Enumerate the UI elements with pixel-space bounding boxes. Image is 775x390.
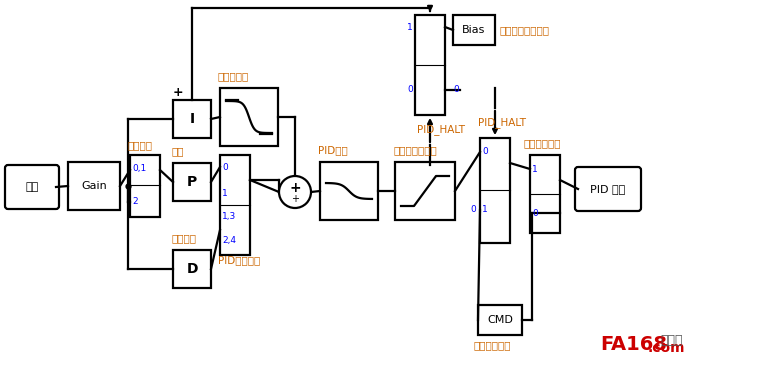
- Text: PID_HALT: PID_HALT: [478, 117, 526, 128]
- Text: 误差: 误差: [26, 182, 39, 192]
- Bar: [453, 15, 495, 45]
- Text: 频率上下限控制: 频率上下限控制: [393, 145, 437, 155]
- Bar: [480, 138, 510, 243]
- Text: 0: 0: [453, 85, 459, 94]
- Text: 0: 0: [407, 85, 413, 94]
- Text: 选择命令: 选择命令: [128, 140, 153, 150]
- Text: 0,1: 0,1: [132, 165, 146, 174]
- Bar: [173, 250, 211, 288]
- Text: 1: 1: [407, 23, 413, 32]
- Bar: [320, 162, 378, 220]
- Bar: [173, 100, 211, 138]
- Text: PID_HALT: PID_HALT: [417, 124, 465, 135]
- Text: 0: 0: [482, 147, 487, 156]
- Bar: [130, 155, 160, 217]
- Text: PID缓冲: PID缓冲: [318, 145, 348, 155]
- Text: 控制模式选择: 控制模式选择: [524, 138, 562, 148]
- Text: I: I: [189, 112, 195, 126]
- Text: 积分时间偏压调整: 积分时间偏压调整: [499, 25, 549, 35]
- Text: FA168: FA168: [600, 335, 667, 355]
- Text: 0: 0: [532, 209, 538, 218]
- Bar: [415, 15, 445, 115]
- Text: 微分时间: 微分时间: [171, 233, 196, 243]
- Text: 1: 1: [482, 206, 487, 214]
- Text: 中自网: 中自网: [660, 333, 683, 346]
- Bar: [220, 88, 278, 146]
- Text: PID 令令: PID 令令: [591, 184, 625, 194]
- Text: Bias: Bias: [463, 25, 486, 35]
- Text: 2,4: 2,4: [222, 236, 236, 245]
- Bar: [395, 162, 455, 220]
- Text: +: +: [289, 181, 301, 195]
- Text: +: +: [291, 194, 299, 204]
- Text: CMD: CMD: [487, 315, 513, 325]
- Bar: [220, 155, 250, 255]
- FancyBboxPatch shape: [575, 167, 641, 211]
- FancyBboxPatch shape: [5, 165, 59, 209]
- Text: D: D: [186, 262, 198, 276]
- Bar: [173, 163, 211, 201]
- Bar: [478, 305, 522, 335]
- Bar: [68, 162, 120, 210]
- Text: 0: 0: [222, 163, 228, 172]
- Text: 1,3: 1,3: [222, 213, 236, 222]
- Text: Gain: Gain: [81, 181, 107, 191]
- Text: 1: 1: [532, 165, 538, 174]
- Text: PID控制模式: PID控制模式: [218, 255, 260, 265]
- Text: 开环控制输入: 开环控制输入: [474, 340, 512, 350]
- Text: 2: 2: [132, 197, 138, 206]
- Circle shape: [279, 176, 311, 208]
- Text: 积分上下限: 积分上下限: [218, 71, 250, 81]
- Text: .com: .com: [648, 341, 686, 355]
- Text: 0: 0: [470, 206, 476, 214]
- Text: 增益: 增益: [171, 146, 184, 156]
- Bar: [530, 155, 560, 233]
- Text: 1: 1: [222, 188, 228, 197]
- Text: P: P: [187, 175, 197, 189]
- Text: +: +: [173, 85, 184, 99]
